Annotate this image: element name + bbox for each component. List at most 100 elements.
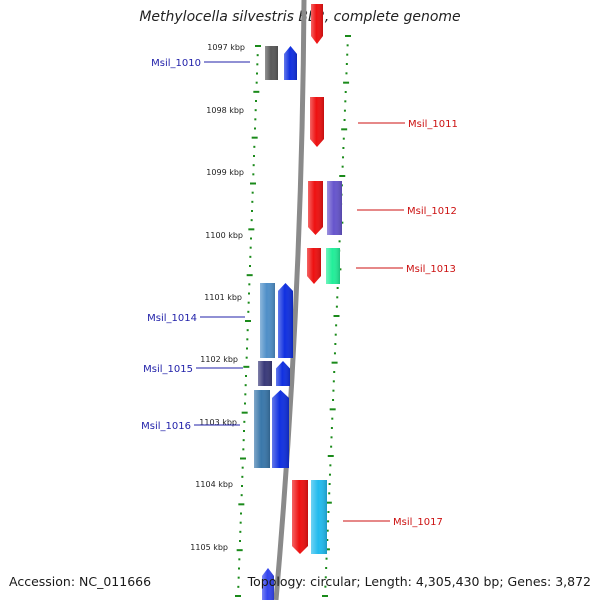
scale-tick xyxy=(247,301,250,304)
scale-tick xyxy=(345,35,351,37)
scale-tick xyxy=(333,315,340,317)
scale-tick xyxy=(250,237,252,240)
scale-tick xyxy=(325,501,332,504)
scale-tick xyxy=(239,521,242,524)
gene-cog-block-msil-1012 xyxy=(327,181,342,235)
scale-tick xyxy=(246,329,249,332)
scale-tick xyxy=(252,164,255,167)
scale-tick xyxy=(249,255,252,258)
scale-tick xyxy=(330,445,333,448)
scale-tick xyxy=(246,338,249,341)
scale-tick xyxy=(243,420,246,423)
gene-label-msil-1012: Msil_1012 xyxy=(407,206,457,217)
scale-tick xyxy=(236,549,243,552)
gene-arrow-msil-1014 xyxy=(278,283,293,358)
kbp-scale-label: 1099 kbp xyxy=(206,168,244,177)
scale-tick xyxy=(244,393,247,396)
scale-tick xyxy=(338,240,341,243)
scale-tick xyxy=(254,109,257,112)
scale-tick xyxy=(238,567,240,570)
scale-tick xyxy=(343,119,346,121)
scale-tick xyxy=(240,512,242,515)
scale-tick xyxy=(251,200,254,203)
scale-tick xyxy=(254,127,256,130)
scale-tick xyxy=(334,333,337,336)
scale-tick xyxy=(256,54,259,57)
gene-arrow-msil-1010 xyxy=(284,46,297,80)
scale-tick xyxy=(256,72,258,75)
scale-tick xyxy=(240,457,246,460)
scale-tick xyxy=(246,274,253,277)
scale-tick xyxy=(251,191,254,194)
kbp-scale-label: 1098 kbp xyxy=(206,106,244,115)
scale-tick xyxy=(329,464,332,467)
scale-tick xyxy=(238,558,241,561)
scale-tick xyxy=(335,305,338,308)
gene-cog-block-msil-1013 xyxy=(326,248,340,284)
scale-tick xyxy=(327,511,330,513)
scale-tick xyxy=(248,283,251,286)
gene-arrow-msil-1012 xyxy=(308,181,323,235)
scale-tick xyxy=(344,100,347,103)
scale-tick xyxy=(342,137,345,140)
gene-cog-block-msil-1015 xyxy=(258,361,272,386)
scale-tick xyxy=(253,155,255,157)
scale-tick xyxy=(255,45,261,47)
scale-tick xyxy=(240,494,243,497)
gene-arrow-msil-1016 xyxy=(272,390,289,468)
scale-tick xyxy=(243,430,245,432)
kbp-scale-label: 1100 kbp xyxy=(205,231,243,240)
gene-label-msil-1013: Msil_1013 xyxy=(406,264,456,275)
gene-cog-block-msil-1014 xyxy=(260,283,275,358)
scale-tick xyxy=(326,529,329,532)
scale-tick xyxy=(343,81,350,84)
scale-tick xyxy=(325,557,328,560)
scale-tick xyxy=(333,352,336,355)
scale-tick xyxy=(339,175,346,177)
left-tick-column xyxy=(235,45,261,597)
gene-cog-block-msil-1016 xyxy=(254,390,270,468)
scale-tick xyxy=(253,90,260,93)
scale-tick xyxy=(345,72,348,75)
scale-tick xyxy=(245,375,247,377)
kbp-scale-label: 1104 kbp xyxy=(195,480,233,489)
scale-tick xyxy=(244,384,247,387)
scale-tick xyxy=(325,567,328,569)
scale-tick xyxy=(331,417,334,420)
scale-tick xyxy=(245,356,248,359)
scale-tick xyxy=(328,483,331,485)
scale-tick xyxy=(346,44,349,47)
scale-tick xyxy=(241,485,243,487)
scale-tick xyxy=(324,585,327,588)
scale-tick xyxy=(329,408,336,411)
genome-title: Methylocella silvestris BL2, complete ge… xyxy=(139,9,461,25)
scale-tick xyxy=(327,455,334,457)
scale-tick xyxy=(327,520,330,523)
gene-label-msil-1015: Msil_1015 xyxy=(143,364,193,375)
scale-tick xyxy=(243,365,250,368)
scale-tick xyxy=(241,475,244,478)
scale-tick xyxy=(334,343,337,345)
scale-tick xyxy=(245,320,251,322)
gene-label-msil-1014: Msil_1014 xyxy=(147,313,197,324)
scale-tick xyxy=(256,63,259,66)
scale-tick xyxy=(254,118,257,121)
scale-tick xyxy=(242,448,245,451)
scale-tick xyxy=(249,246,252,249)
scale-tick xyxy=(238,503,245,506)
scale-tick xyxy=(341,128,348,131)
scale-tick xyxy=(251,210,253,212)
scale-tick xyxy=(250,182,256,185)
scale-tick xyxy=(248,292,250,295)
scale-tick xyxy=(331,361,338,364)
scale-tick xyxy=(247,310,250,313)
scale-tick xyxy=(251,136,258,139)
scale-tick xyxy=(244,402,246,405)
gene-arrow-msil-1017 xyxy=(292,480,308,554)
reverse-gene-arrow xyxy=(311,4,323,44)
scale-tick xyxy=(250,219,253,222)
gene-cog-block-msil-1017 xyxy=(311,480,327,554)
scale-tick xyxy=(343,109,346,112)
scale-tick xyxy=(328,492,331,495)
forward-gene-arrow xyxy=(262,568,274,600)
